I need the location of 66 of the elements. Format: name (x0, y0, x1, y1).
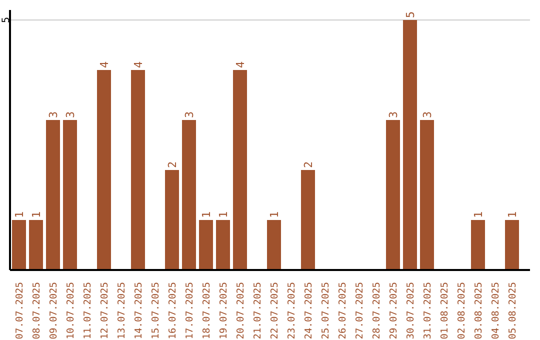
bar (12, 220, 26, 270)
data-label: 1 (217, 211, 230, 218)
x-tick-label: 17.07.2025 (184, 282, 196, 340)
data-label: 5 (404, 11, 417, 18)
x-tick-label: 28.07.2025 (372, 282, 382, 340)
bar (216, 220, 230, 270)
data-label: 4 (234, 61, 247, 68)
x-tick-label: 03.08.2025 (474, 282, 484, 340)
data-label: 3 (421, 111, 434, 118)
data-label: 1 (200, 211, 213, 218)
bar (386, 120, 400, 270)
bar (131, 70, 145, 270)
x-tick-label: 14.07.2025 (134, 282, 144, 340)
x-tick-label: 18.07.2025 (202, 282, 212, 340)
x-tick-label: 31.07.2025 (422, 282, 434, 340)
x-tick-label: 11.07.2025 (82, 282, 94, 340)
data-label: 3 (47, 111, 60, 118)
data-label: 3 (183, 111, 196, 118)
x-tick-label: 30.07.2025 (406, 282, 416, 340)
x-tick-label: 27.07.2025 (354, 282, 366, 340)
x-tick-label: 26.07.2025 (338, 282, 348, 340)
x-tick-label: 05.08.2025 (508, 282, 518, 340)
bar (182, 120, 196, 270)
bar (267, 220, 281, 270)
bar (420, 120, 434, 270)
bar (403, 20, 417, 270)
data-label: 4 (98, 61, 111, 68)
x-tick-label: 12.07.2025 (100, 282, 110, 340)
data-label: 2 (302, 161, 315, 168)
x-tick-label: 19.07.2025 (218, 282, 230, 340)
data-label: 3 (64, 111, 77, 118)
bar (471, 220, 485, 270)
bar (505, 220, 519, 270)
data-label: 2 (166, 161, 179, 168)
x-tick-label: 16.07.2025 (168, 282, 178, 340)
bar (63, 120, 77, 270)
x-tick-label: 10.07.2025 (66, 282, 76, 340)
x-tick-label: 15.07.2025 (150, 282, 162, 340)
x-tick-label: 20.07.2025 (236, 282, 246, 340)
x-tick-label: 01.08.2025 (440, 282, 450, 340)
data-label: 4 (132, 61, 145, 68)
data-label: 1 (506, 211, 519, 218)
x-tick-label: 07.07.2025 (14, 282, 26, 340)
x-tick-label: 24.07.2025 (304, 282, 314, 340)
bar (165, 170, 179, 270)
bar (233, 70, 247, 270)
x-tick-label: 04.08.2025 (490, 282, 502, 340)
data-label: 1 (268, 211, 281, 218)
bar (301, 170, 315, 270)
x-tick-label: 29.07.2025 (388, 282, 400, 340)
bar (46, 120, 60, 270)
x-tick-label: 23.07.2025 (286, 282, 298, 340)
data-label: 1 (472, 211, 485, 218)
x-tick-label: 13.07.2025 (116, 282, 128, 340)
data-label: 3 (387, 111, 400, 118)
x-tick-label: 25.07.2025 (320, 282, 332, 340)
bar (199, 220, 213, 270)
bar (29, 220, 43, 270)
bar (97, 70, 111, 270)
data-label: 1 (30, 211, 43, 218)
x-tick-label: 21.07.2025 (252, 282, 264, 340)
x-tick-label: 22.07.2025 (270, 282, 280, 340)
x-tick-label: 09.07.2025 (48, 282, 60, 340)
data-label: 1 (13, 211, 26, 218)
x-tick-label: 02.08.2025 (456, 282, 468, 340)
x-tick-label: 08.07.2025 (32, 282, 42, 340)
